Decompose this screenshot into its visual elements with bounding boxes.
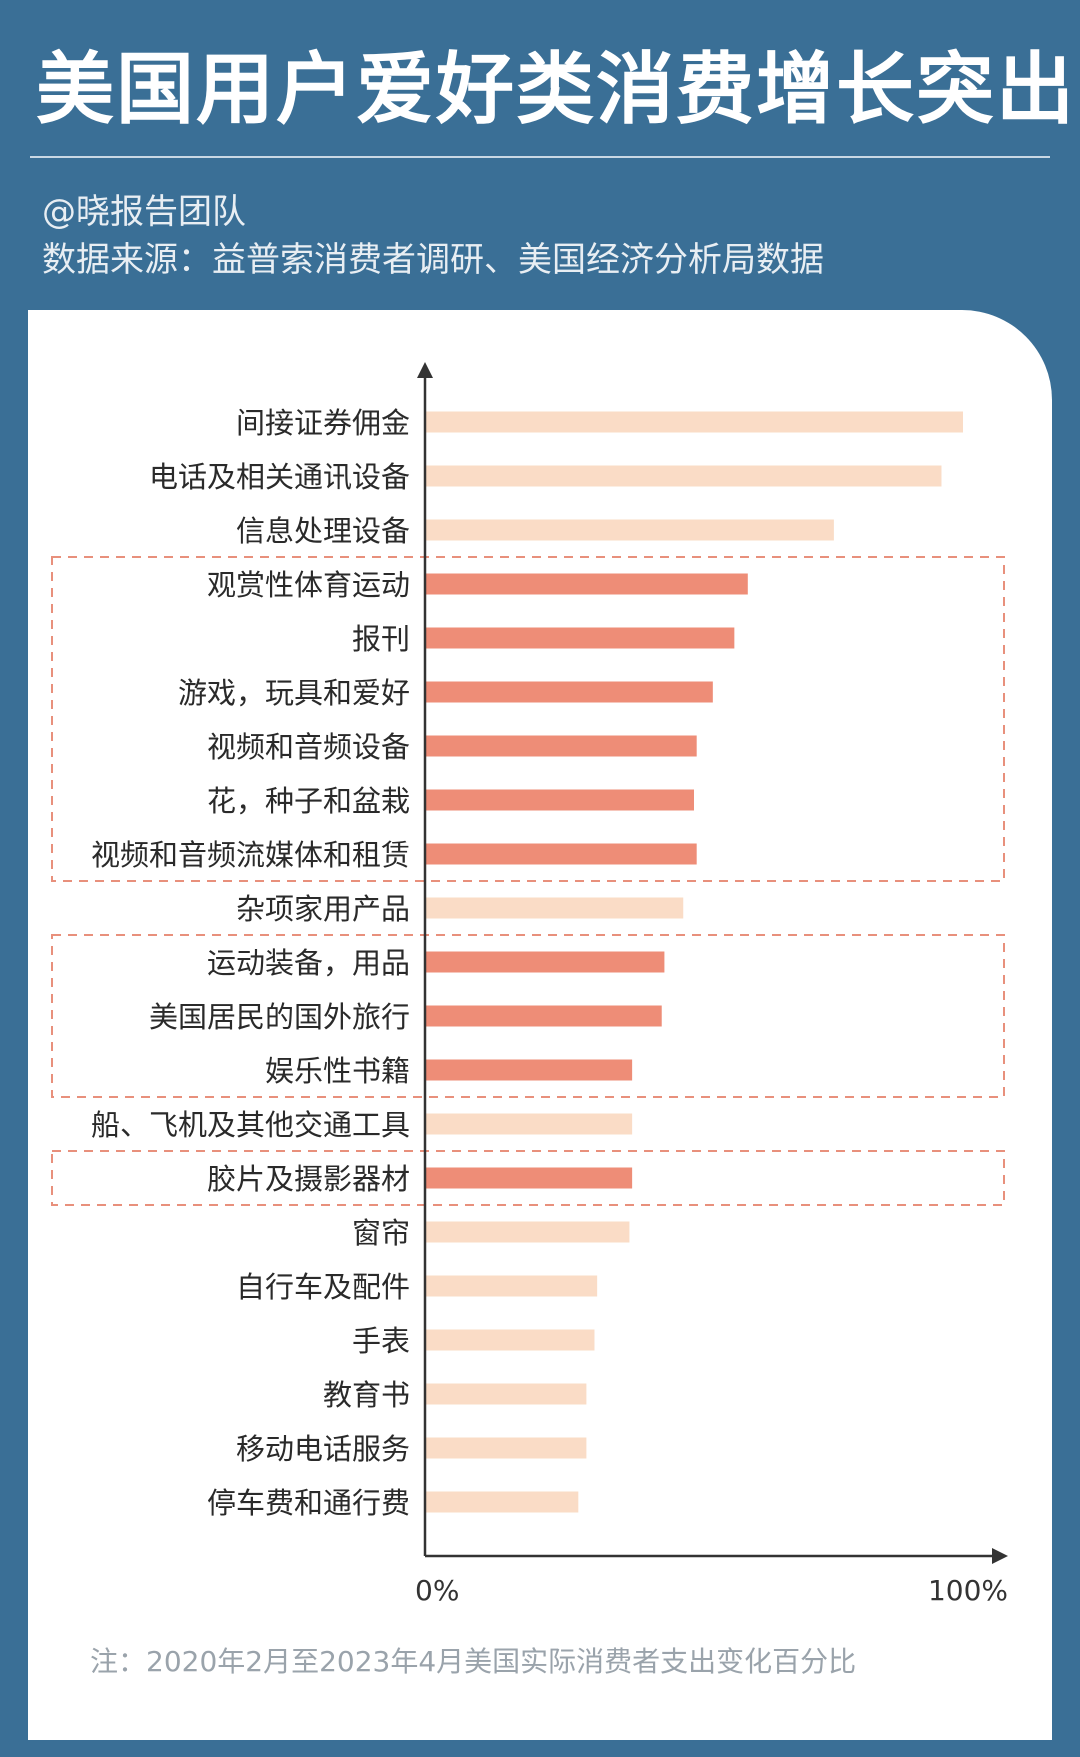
- title-divider: [30, 156, 1050, 158]
- category-label: 间接证券佣金: [236, 406, 410, 440]
- category-label: 美国居民的国外旅行: [149, 1000, 410, 1034]
- tick-label: 0%: [415, 1574, 459, 1607]
- bar: [425, 1383, 587, 1405]
- category-label: 杂项家用产品: [236, 892, 410, 926]
- bar: [425, 573, 748, 595]
- bar: [425, 519, 834, 541]
- bar: [425, 1059, 633, 1081]
- category-label: 胶片及摄影器材: [207, 1162, 410, 1196]
- data-source: 数据来源：益普索消费者调研、美国经济分析局数据: [42, 240, 824, 280]
- category-label: 教育书: [323, 1378, 410, 1412]
- author-credit: @晓报告团队: [42, 192, 246, 232]
- category-label: 船、飞机及其他交通工具: [91, 1108, 410, 1142]
- category-label: 游戏，玩具和爱好: [178, 676, 410, 710]
- page-title: 美国用户爱好类消费增长突出: [36, 45, 1077, 135]
- bar: [425, 1275, 598, 1297]
- y-axis-arrow: [417, 362, 433, 378]
- category-label: 观赏性体育运动: [207, 568, 410, 602]
- category-label: 信息处理设备: [236, 514, 410, 548]
- tick-label: 100%: [928, 1574, 1008, 1607]
- bar: [425, 951, 665, 973]
- category-label: 电话及相关通讯设备: [149, 460, 410, 494]
- bar: [425, 843, 697, 865]
- bar: [425, 1491, 579, 1513]
- category-label: 娱乐性书籍: [265, 1054, 410, 1088]
- bar: [425, 465, 942, 487]
- x-axis-arrow: [992, 1548, 1008, 1564]
- highlight-box: [51, 556, 1005, 882]
- category-label: 运动装备，用品: [207, 946, 410, 980]
- bar: [425, 627, 735, 649]
- footnote: 注：2020年2月至2023年4月美国实际消费者支出变化百分比: [90, 1645, 857, 1678]
- category-label: 视频和音频设备: [207, 730, 410, 764]
- category-label: 视频和音频流媒体和租赁: [91, 838, 410, 872]
- bar: [425, 1329, 595, 1351]
- category-label: 窗帘: [352, 1216, 410, 1250]
- bar: [425, 1005, 662, 1027]
- category-label: 手表: [352, 1324, 410, 1358]
- category-label: 移动电话服务: [236, 1432, 410, 1466]
- bar: [425, 1437, 587, 1459]
- bar: [425, 1221, 630, 1243]
- bar: [425, 1113, 633, 1135]
- bar: [425, 897, 684, 919]
- category-label: 花，种子和盆栽: [207, 784, 410, 818]
- bar: [425, 1167, 633, 1189]
- bar: [425, 411, 963, 433]
- highlight-box: [51, 1150, 1005, 1206]
- category-label: 报刊: [352, 622, 410, 656]
- bar: [425, 789, 694, 811]
- category-label: 停车费和通行费: [207, 1486, 410, 1520]
- bar: [425, 681, 713, 703]
- bar: [425, 735, 697, 757]
- highlight-box: [51, 934, 1005, 1098]
- category-label: 自行车及配件: [236, 1270, 410, 1304]
